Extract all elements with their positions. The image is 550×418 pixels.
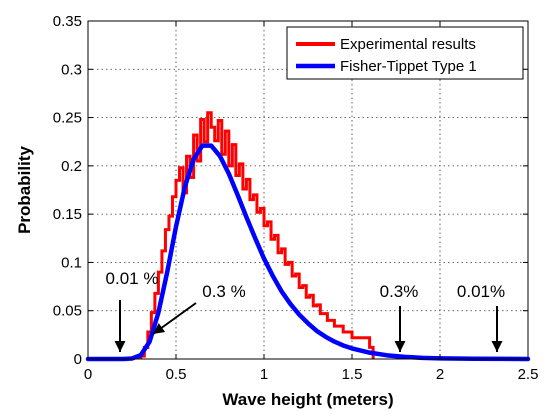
- x-tick-label: 1: [260, 366, 268, 383]
- series-fisher-tippet-type-1: [85, 143, 531, 362]
- y-tick-label: 0.3: [61, 61, 82, 78]
- x-tick-label: 2.5: [518, 366, 539, 383]
- plot-area: [85, 111, 531, 362]
- y-axis-title: Probability: [15, 146, 34, 234]
- x-tick-label: 1.5: [342, 366, 363, 383]
- annotation-label: 0.3 %: [202, 282, 245, 301]
- annotation-arrow-head: [114, 341, 126, 352]
- y-tick-label: 0.35: [53, 13, 82, 30]
- annotation-arrow-head: [491, 341, 503, 352]
- legend-label: Experimental results: [340, 36, 476, 53]
- y-tick-label: 0.1: [61, 254, 82, 271]
- x-tick-label: 2: [436, 366, 444, 383]
- legend-box: [286, 26, 524, 80]
- annotation-arrow-head: [153, 323, 166, 334]
- y-tick-label: 0.05: [53, 303, 82, 320]
- annotation-label: 0.01%: [457, 282, 505, 301]
- ticks: 0 0.5 1 1.5 2 2.5 0 0.05 0.1 0.15 0.2 0.25 0.3 0.35: [53, 13, 539, 383]
- series-experimental-results: [139, 111, 375, 359]
- y-tick-label: 0.15: [53, 206, 82, 223]
- x-tick-label: 0.5: [166, 366, 187, 383]
- legend-label: Fisher-Tippet Type 1: [340, 58, 477, 75]
- y-tick-label: 0.25: [53, 110, 82, 127]
- plot-frame: [87, 20, 529, 360]
- y-tick-label: 0.2: [61, 158, 82, 175]
- annotation-label: 0.3%: [380, 282, 419, 301]
- annotation-label: 0.01 %: [106, 269, 159, 288]
- annotations: 0.01 % 0.3 % 0.3% 0.01%: [106, 269, 505, 352]
- x-axis-title: Wave height (meters): [222, 390, 393, 409]
- annotation-arrow-head: [394, 341, 406, 352]
- y-tick-label: 0: [74, 351, 82, 368]
- legend: Experimental results Fisher-Tippet Type 1: [286, 26, 524, 80]
- x-tick-label: 0: [84, 366, 92, 383]
